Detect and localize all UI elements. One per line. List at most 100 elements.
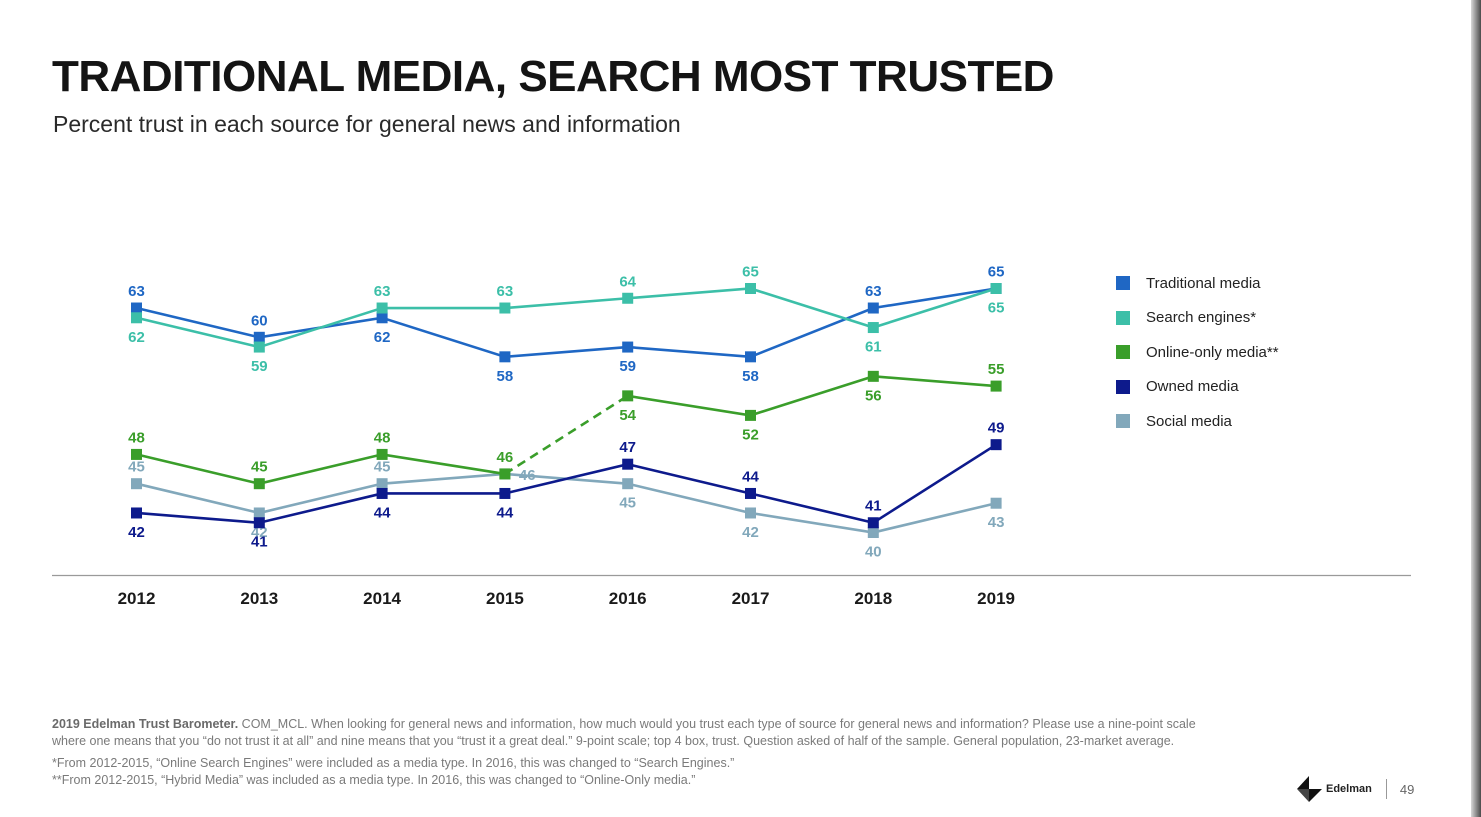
footnote: 2019 Edelman Trust Barometer. COM_MCL. W… xyxy=(52,716,1232,789)
footnote-note-1: *From 2012-2015, “Online Search Engines”… xyxy=(52,756,735,770)
traditional-media-data-label: 60 xyxy=(251,312,268,329)
x-tick-label: 2012 xyxy=(118,589,156,608)
online-only-media-data-label: 55 xyxy=(988,361,1005,378)
traditional-media-line xyxy=(136,287,997,359)
owned-media-marker xyxy=(253,517,265,529)
owned-media-data-label: 41 xyxy=(865,498,882,515)
search-engines-marker xyxy=(253,341,265,353)
page-title: TRADITIONAL MEDIA, SEARCH MOST TRUSTED xyxy=(52,52,1054,101)
legend-swatch xyxy=(1116,276,1130,291)
online-only-media-marker xyxy=(990,380,1002,392)
online-only-media-dashed-line xyxy=(504,394,629,476)
owned-media-data-label: 42 xyxy=(128,524,145,541)
search-engines-data-label: 64 xyxy=(619,273,636,290)
brand-divider xyxy=(1385,779,1387,799)
owned-media-marker xyxy=(990,439,1002,451)
social-media-data-label: 42 xyxy=(742,524,759,541)
online-only-media-data-label: 46 xyxy=(497,449,514,466)
social-media-marker xyxy=(253,507,265,519)
x-tick-label: 2019 xyxy=(977,589,1015,608)
traditional-media-data-label: 58 xyxy=(742,368,759,385)
search-engines-data-label: 62 xyxy=(128,329,145,346)
owned-media-marker xyxy=(376,487,388,499)
x-tick-label: 2013 xyxy=(240,589,278,608)
owned-media-marker xyxy=(499,487,511,499)
traditional-media-data-label: 58 xyxy=(497,368,514,385)
search-engines-marker xyxy=(131,312,142,324)
search-engines-marker xyxy=(867,322,879,334)
social-media-marker xyxy=(745,507,756,519)
online-only-media-marker xyxy=(499,468,511,480)
online-only-media-marker xyxy=(253,478,265,490)
x-tick-label: 2017 xyxy=(732,589,770,608)
traditional-media-marker xyxy=(253,331,265,343)
search-engines-line xyxy=(136,287,997,349)
footnote-note-2: **From 2012-2015, “Hybrid Media” was inc… xyxy=(52,773,696,787)
brand-name: Edelman xyxy=(1326,783,1372,795)
online-only-media-data-label: 56 xyxy=(865,387,882,404)
search-engines-marker xyxy=(376,302,388,314)
search-engines-marker xyxy=(622,292,634,304)
footnote-source-bold: 2019 Edelman Trust Barometer. xyxy=(52,717,239,731)
owned-media-data-label: 44 xyxy=(742,468,759,485)
brand-footer: Edelman 49 xyxy=(1294,774,1414,804)
search-engines-data-label: 59 xyxy=(251,358,268,375)
traditional-media-marker xyxy=(376,312,388,324)
search-engines-data-label: 63 xyxy=(497,283,514,300)
chart-legend: Traditional media Search engines* Online-o… xyxy=(1116,266,1279,439)
traditional-media-marker xyxy=(131,302,142,314)
social-media-marker xyxy=(622,478,634,490)
owned-media-data-label: 44 xyxy=(374,504,391,521)
online-only-media-data-label: 52 xyxy=(742,426,759,443)
edelman-logo-icon xyxy=(1294,774,1324,804)
owned-media-marker xyxy=(867,517,879,529)
owned-media-data-label: 41 xyxy=(251,534,268,551)
page-subtitle: Percent trust in each source for general… xyxy=(53,111,681,137)
online-only-media-marker xyxy=(867,370,879,382)
social-media-data-label: 45 xyxy=(374,459,391,476)
online-only-media-marker xyxy=(131,448,142,460)
online-only-media-marker xyxy=(745,409,756,421)
social-media-data-label: 45 xyxy=(619,495,636,512)
search-engines-marker xyxy=(499,302,511,314)
legend-label: Online-only media** xyxy=(1146,343,1279,361)
legend-swatch xyxy=(1116,310,1130,325)
owned-media-data-label: 49 xyxy=(988,420,1005,437)
x-tick-label: 2018 xyxy=(854,589,892,608)
legend-item-owned-media: Owned media xyxy=(1116,370,1279,405)
owned-media-data-label: 44 xyxy=(497,504,514,521)
owned-media-marker xyxy=(745,487,756,499)
social-media-marker xyxy=(867,527,879,538)
traditional-media-marker xyxy=(622,341,634,353)
legend-label: Traditional media xyxy=(1146,274,1261,292)
owned-media-marker xyxy=(131,507,142,519)
legend-label: Social media xyxy=(1146,412,1232,430)
online-only-media-marker xyxy=(376,448,388,460)
owned-media-data-label: 47 xyxy=(619,439,636,456)
legend-item-search-engines: Search engines* xyxy=(1116,301,1279,336)
footnote-source: 2019 Edelman Trust Barometer. COM_MCL. W… xyxy=(52,716,1232,750)
social-media-data-label: 45 xyxy=(128,459,145,476)
owned-media-marker xyxy=(622,458,634,470)
traditional-media-data-label: 63 xyxy=(128,283,145,300)
search-engines-marker xyxy=(745,283,756,294)
search-engines-data-label: 61 xyxy=(865,339,882,356)
traditional-media-data-label: 63 xyxy=(865,283,882,300)
footnote-source-text: COM_MCL. When looking for general news a… xyxy=(52,717,1196,748)
online-only-media-data-label: 48 xyxy=(128,429,145,446)
page-number: 49 xyxy=(1399,781,1415,797)
social-media-marker xyxy=(990,497,1002,509)
traditional-media-marker xyxy=(499,351,511,363)
search-engines-data-label: 65 xyxy=(742,264,759,281)
social-media-marker xyxy=(376,478,388,490)
x-tick-label: 2016 xyxy=(609,589,647,608)
traditional-media-data-label: 59 xyxy=(619,358,636,375)
legend-swatch xyxy=(1116,414,1130,429)
traditional-media-data-label: 62 xyxy=(374,329,391,346)
legend-label: Search engines* xyxy=(1146,309,1257,327)
slide-edge-shadow xyxy=(1471,0,1481,817)
traditional-media-marker xyxy=(867,302,879,314)
traditional-media-data-label: 65 xyxy=(988,264,1005,281)
legend-item-online-only-media: Online-only media** xyxy=(1116,335,1279,370)
